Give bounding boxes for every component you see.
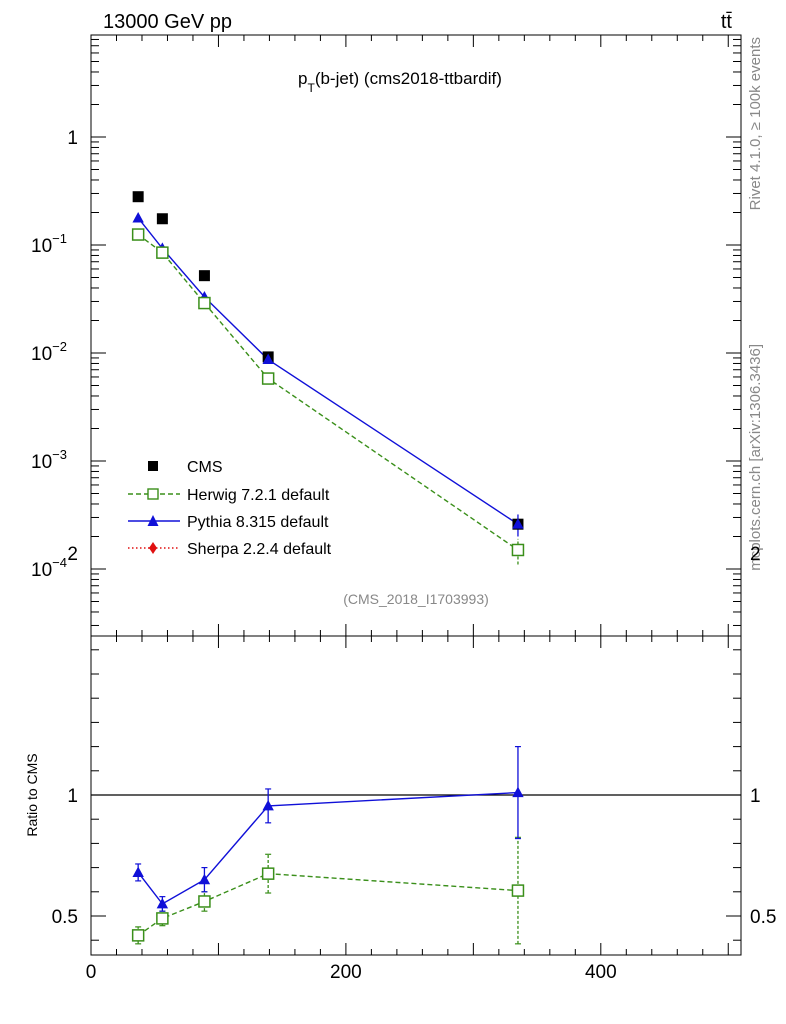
ratio-y-tick-label-right: 1	[750, 786, 761, 807]
plot-title-sub: T	[307, 81, 315, 95]
process-label: tt̄	[721, 11, 733, 33]
ratio-y-tick-label-left: 1	[67, 786, 78, 807]
main-y-tick-label: 10−3	[31, 447, 67, 473]
legend-sherpa-marker	[149, 542, 157, 554]
cms-data-point	[132, 191, 144, 203]
rivet-version-label: Rivet 4.1.0, ≥ 100k events	[747, 37, 764, 210]
herwig-main-point	[198, 296, 211, 310]
legend-sherpa-label: Sherpa 2.2.4 default	[187, 541, 332, 558]
herwig-ratio-point	[511, 884, 525, 897]
ratio-y-tick-label-right: 0.5	[750, 907, 776, 928]
mcplots-label: mcplots.cern.ch [arXiv:1306.3436]	[747, 344, 764, 571]
plot-title-main: p	[298, 69, 307, 88]
legend-herwig-marker	[147, 488, 159, 500]
herwig-main-point	[511, 543, 525, 557]
legend-pythia-label: Pythia 8.315 default	[187, 514, 329, 531]
cms-data-point	[156, 213, 168, 225]
herwig-ratio-point	[131, 929, 145, 942]
legend-cms-label: CMS	[187, 459, 223, 476]
main-y-tick-label: 1	[67, 128, 78, 149]
main-y-tick-labels: 10−4 10−3 10−2 10−1 1	[31, 128, 78, 581]
legend-cms-marker	[148, 461, 158, 471]
herwig-main-point	[156, 246, 169, 259]
ratio-y-tick-labels: 0.5 0.5 1 1 2 2	[52, 544, 777, 928]
legend: CMS Herwig 7.2.1 default Pythia 8.315 de…	[128, 459, 332, 558]
main-series-layer	[131, 191, 525, 565]
pythia-ratio-point	[198, 873, 211, 885]
x-tick-label: 400	[585, 962, 617, 983]
pythia-ratio-point	[132, 866, 144, 877]
plot-title: pT(b-jet) (cms2018-ttbardif)	[298, 69, 502, 95]
pythia-main-point	[512, 518, 524, 529]
x-tick-label: 200	[330, 962, 362, 983]
plot-title-rest: (b-jet) (cms2018-ttbardif)	[315, 69, 502, 88]
pythia-main-point	[132, 211, 144, 223]
legend-pythia-marker	[147, 515, 159, 526]
herwig-ratio-point	[156, 912, 169, 925]
main-y-tick-label: 10−2	[31, 339, 67, 365]
ratio-y-tick-label-left: 0.5	[52, 907, 78, 928]
main-panel-ticks	[90, 35, 741, 636]
pythia-ratio-point	[262, 799, 274, 811]
legend-herwig-label: Herwig 7.2.1 default	[187, 487, 330, 504]
cms-data-point	[198, 270, 210, 282]
x-tick-labels: 0 200 400	[86, 962, 617, 983]
herwig-ratio-point	[261, 867, 275, 880]
ratio-y-tick-label-right: 2	[750, 544, 761, 565]
x-tick-label: 0	[86, 962, 97, 983]
analysis-id-label: (CMS_2018_I1703993)	[343, 591, 489, 607]
pythia-ratio-point	[512, 786, 524, 798]
pythia-main-point	[262, 353, 274, 365]
main-y-tick-label: 10−1	[31, 231, 67, 257]
ratio-y-tick-label-left: 2	[67, 544, 78, 565]
main-y-tick-label: 10−4	[31, 555, 67, 581]
pythia-main-line	[137, 217, 519, 525]
energy-label: 13000 GeV pp	[103, 11, 232, 33]
herwig-main-line	[137, 233, 519, 551]
herwig-main-point	[261, 372, 275, 385]
herwig-ratio-line	[137, 872, 519, 936]
pythia-ratio-point	[156, 897, 169, 909]
ratio-y-axis-label: Ratio to CMS	[24, 753, 40, 836]
ratio-series-layer	[131, 745, 525, 945]
herwig-main-point	[131, 228, 145, 241]
herwig-ratio-point	[198, 895, 211, 908]
